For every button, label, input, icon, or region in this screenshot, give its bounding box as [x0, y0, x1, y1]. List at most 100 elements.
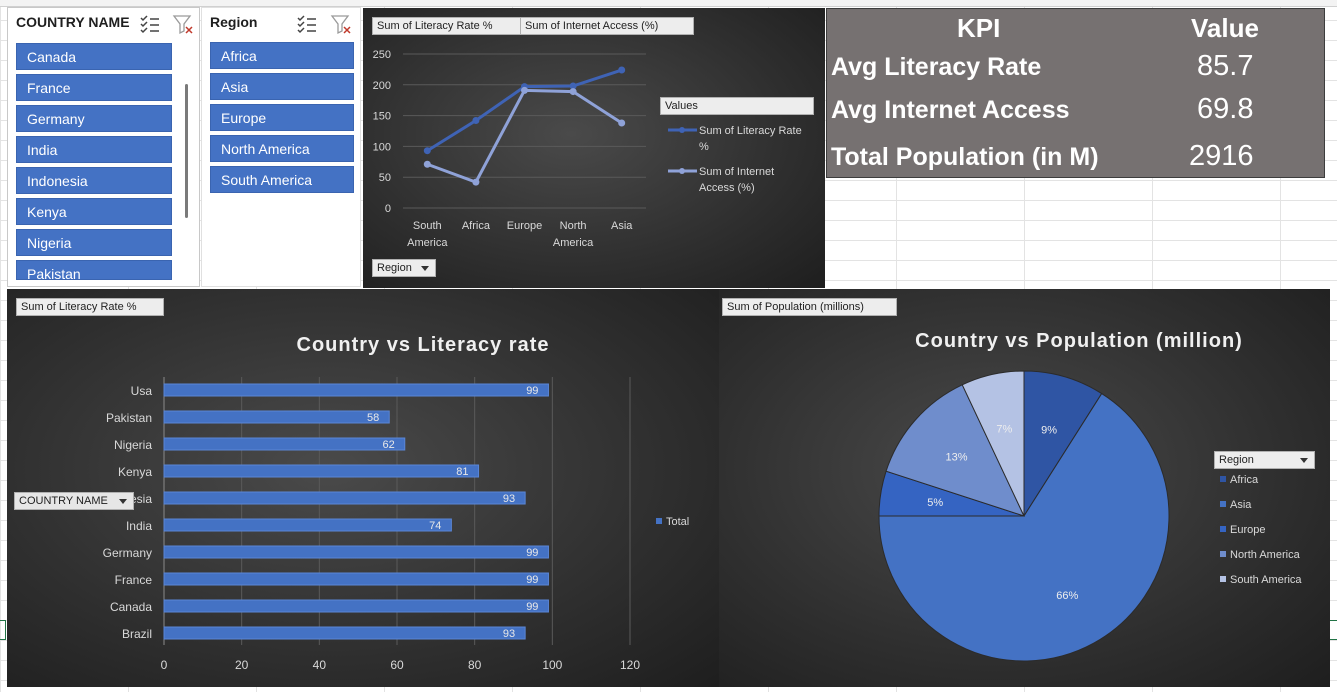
bar [163, 545, 549, 559]
legend-swatch [1220, 576, 1226, 582]
bar-chart-panel[interactable]: Sum of Literacy Rate % Country vs Litera… [7, 289, 719, 687]
x-tick-label: South [413, 220, 442, 232]
x-tick-label: America [407, 237, 448, 249]
clear-filter-icon[interactable] [330, 13, 352, 35]
line-chart-panel[interactable]: Sum of Literacy Rate % Sum of Internet A… [363, 8, 825, 288]
pie-data-label: 7% [996, 423, 1012, 435]
slicer-item-pakistan[interactable]: Pakistan [16, 260, 172, 280]
line-point [423, 147, 431, 155]
bar [163, 626, 526, 640]
line-point [472, 178, 480, 186]
region-slicer-title: Region [210, 14, 258, 30]
field-button-internet[interactable]: Sum of Internet Access (%) [520, 17, 694, 35]
legend-swatch [1220, 551, 1226, 557]
x-tick-label: Africa [462, 220, 491, 232]
x-tick-label: 100 [542, 658, 562, 672]
pie-chart-panel[interactable]: Sum of Population (millions) Country vs … [719, 289, 1330, 687]
data-label: 99 [526, 601, 538, 613]
data-label: 74 [429, 520, 441, 532]
y-tick-label: Canada [110, 600, 152, 614]
field-button-literacy-bar[interactable]: Sum of Literacy Rate % [16, 298, 164, 316]
line-point [618, 119, 626, 127]
country-axis-filter-label: COUNTRY NAME [19, 495, 108, 507]
y-tick-label: 0 [385, 203, 391, 215]
line-point [472, 117, 480, 125]
y-tick-label: Germany [103, 546, 152, 560]
dropdown-arrow-icon [1300, 458, 1308, 463]
line-point [423, 160, 431, 168]
y-tick-label: India [126, 519, 152, 533]
kpi-header: KPI [957, 13, 1001, 43]
y-tick-label: Nigeria [114, 438, 152, 452]
region-slicer[interactable]: Region Africa Asia Europe North America Sout… [201, 7, 361, 287]
legend-label: Asia [1230, 499, 1252, 511]
legend-label: North America [1230, 549, 1301, 561]
data-label: 99 [526, 547, 538, 559]
pie-slice-north-america [885, 384, 1025, 517]
dropdown-arrow-icon [119, 499, 127, 504]
legend-label: South America [1230, 574, 1302, 586]
slicer-item-africa[interactable]: Africa [210, 42, 354, 69]
clear-filter-icon[interactable] [172, 13, 194, 35]
bar [163, 572, 549, 586]
slicer-item-nigeria[interactable]: Nigeria [16, 229, 172, 256]
slicer-item-canada[interactable]: Canada [16, 43, 172, 70]
slicer-item-north-america[interactable]: North America [210, 135, 354, 162]
field-button-population[interactable]: Sum of Population (millions) [722, 298, 897, 316]
slicer-item-europe[interactable]: Europe [210, 104, 354, 131]
multi-select-icon[interactable] [139, 13, 161, 35]
line-point [521, 86, 528, 94]
value-header: Value [1191, 13, 1259, 43]
legend-label: Europe [1230, 524, 1265, 536]
dropdown-arrow-icon [421, 266, 429, 271]
bar [163, 518, 452, 532]
slicer-item-asia[interactable]: Asia [210, 73, 354, 100]
y-tick-label: 150 [373, 111, 391, 123]
kpi-value-internet: 69.8 [1197, 93, 1254, 125]
data-label: 99 [526, 385, 538, 397]
data-label: 81 [456, 466, 468, 478]
country-axis-filter[interactable]: COUNTRY NAME [14, 492, 134, 510]
pie-data-label: 13% [946, 452, 968, 464]
kpi-value-population: 2916 [1189, 140, 1254, 172]
slicer-item-germany[interactable]: Germany [16, 105, 172, 132]
line-point [618, 66, 626, 74]
bar [163, 464, 480, 478]
region-axis-filter-label: Region [377, 262, 412, 274]
x-tick-label: North [560, 220, 587, 232]
legend-label: Sum of Literacy Rate [699, 125, 802, 137]
slicer-item-france[interactable]: France [16, 74, 172, 101]
x-tick-label: 60 [390, 658, 404, 672]
slicer-item-india[interactable]: India [16, 136, 172, 163]
region-legend-filter-label: Region [1219, 454, 1254, 466]
data-label: 93 [503, 628, 515, 640]
multi-select-icon[interactable] [296, 13, 318, 35]
chart-title: Country vs Literacy rate [297, 334, 550, 356]
legend-label: % [699, 141, 709, 153]
data-label: 93 [503, 493, 515, 505]
y-tick-label: 50 [379, 172, 391, 184]
country-slicer-header: COUNTRY NAME [8, 8, 199, 38]
y-tick-label: Pakistan [106, 411, 152, 425]
field-button-literacy[interactable]: Sum of Literacy Rate % [372, 17, 522, 35]
bar [163, 599, 549, 613]
x-tick-label: 120 [620, 658, 640, 672]
line-series-internet [426, 88, 623, 184]
x-tick-label: Asia [611, 220, 633, 232]
bar [163, 491, 526, 505]
slicer-item-indonesia[interactable]: Indonesia [16, 167, 172, 194]
legend-swatch [656, 518, 662, 524]
region-axis-filter[interactable]: Region [372, 259, 436, 277]
slicer-scrollbar[interactable] [185, 84, 188, 218]
region-legend-filter[interactable]: Region [1214, 451, 1315, 469]
data-label: 58 [367, 412, 379, 424]
slicer-item-kenya[interactable]: Kenya [16, 198, 172, 225]
data-label: 99 [526, 574, 538, 586]
line-chart: 0 50 100 150 200 250 South America Africa Europe N… [373, 49, 802, 249]
country-slicer-title: COUNTRY NAME [16, 14, 130, 30]
x-tick-label: Europe [507, 220, 542, 232]
slicer-item-south-america[interactable]: South America [210, 166, 354, 193]
country-slicer[interactable]: COUNTRY NAME Canada France Germany India Ind… [7, 7, 200, 287]
data-label: 62 [383, 439, 395, 451]
bar [163, 383, 549, 397]
